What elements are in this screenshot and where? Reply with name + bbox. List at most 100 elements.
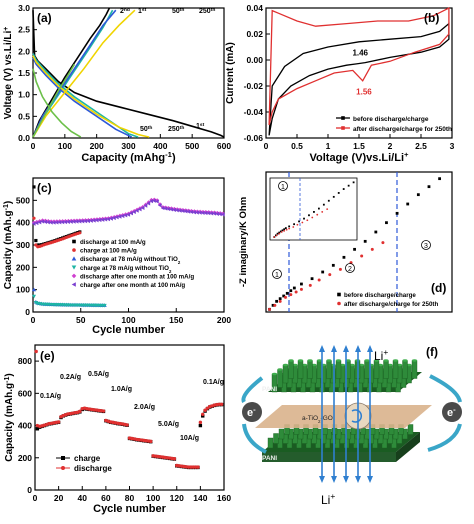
ion-arrowhead-up [343, 345, 349, 352]
panel-a-series-6 [32, 55, 150, 138]
panel-c-point [198, 210, 202, 215]
panel-d-point [385, 221, 388, 225]
top-nanorod-cap [359, 363, 364, 367]
panel-e-ylabel: Capacity (mAh.g-1) [4, 373, 16, 461]
panel-e-rate-label: 0.5A/g [88, 371, 109, 378]
panel-a-series-2 [32, 53, 139, 138]
panel-c-point [157, 203, 162, 208]
panel-d-point [321, 270, 325, 274]
panel-d-point [300, 282, 303, 286]
panel-c-legend-marker [71, 265, 77, 270]
top-nanorod [411, 360, 418, 379]
panel-a-xtick-label: 500 [185, 141, 199, 151]
top-nanorod-cap [374, 359, 379, 362]
ion-top-label: Li+ [374, 347, 388, 363]
panel-e-xtick-label: 100 [146, 493, 160, 503]
panel-c-point [43, 219, 48, 224]
panel-a-ytick-label: 1.5 [18, 68, 30, 78]
panel-d-region-label: 3 [424, 243, 428, 250]
top-nanorod-cap [387, 363, 393, 367]
panel-a-annotation: 250th [199, 7, 215, 16]
top-nanorod [326, 360, 332, 379]
panel-c-point [102, 303, 107, 308]
middle-rotation-arrow [351, 409, 362, 423]
panel-d-legend-marker [337, 292, 341, 297]
panel-c-legend-marker [72, 239, 76, 244]
top-nanorod [392, 360, 399, 379]
top-nanorod-cap [349, 363, 355, 367]
panel-c-point [40, 219, 45, 224]
panel-e-rate-label: 10A/g [180, 435, 199, 442]
top-nanorod-cap [317, 359, 322, 362]
top-nanorod-cap [340, 363, 345, 367]
panel-c-point [206, 211, 211, 216]
panel-c-ytick-label: 100 [16, 285, 30, 295]
panel-c-point [132, 209, 136, 215]
panel-d-inset-point [313, 211, 315, 213]
panel-d-point [360, 254, 364, 258]
panel-c-point [31, 287, 37, 292]
panel-c-point [83, 219, 88, 224]
electron-right-arc-top [429, 374, 462, 403]
panel-d-inset-point [326, 208, 329, 211]
panel-c-point [117, 214, 122, 219]
panel-d-point [438, 177, 441, 181]
panel-e-point [203, 408, 207, 412]
panel-a-xtick-label: 100 [58, 141, 72, 151]
panel-d-point [268, 307, 272, 311]
electron-right-label: e- [447, 405, 456, 420]
panel-c-point [97, 217, 102, 223]
panel-c-point [80, 219, 85, 224]
panel-c-legend-marker [71, 282, 76, 287]
panel-d-point [273, 303, 277, 307]
panel-e-legend-marker [61, 466, 65, 470]
panel-d-inset-point [273, 236, 276, 238]
bottom-nanorod [273, 433, 279, 444]
panel-d-point [395, 211, 399, 215]
panel-e-point [193, 465, 198, 469]
panel-d-point [308, 283, 312, 287]
electron-left-arc-bottom [242, 423, 267, 454]
panel-d-point [331, 263, 335, 267]
ion-arrowhead-down [367, 476, 373, 483]
panel-c-label: (c) [37, 181, 52, 195]
panel-d-inset-point [332, 195, 335, 198]
panel-c-point [78, 231, 82, 235]
panel-c-point [166, 206, 171, 212]
panel-c-point [54, 220, 59, 225]
bottom-slab-front [262, 452, 396, 462]
panel-c-point [195, 210, 199, 215]
panel-e-xtick-label: 20 [54, 493, 64, 503]
panel-c-point [143, 203, 148, 208]
panel-d-inset-point [316, 213, 319, 216]
panel-c-ytick-label: 200 [16, 262, 30, 272]
top-nanorod-cap [292, 363, 298, 367]
panel-d-region-label: 1 [281, 184, 285, 191]
panel-e-xtick-label: 140 [193, 493, 207, 503]
panel-c-xtick-label: 100 [121, 315, 135, 325]
panel-d-inset-point [337, 192, 340, 194]
ion-arrowhead-down [343, 476, 349, 483]
panel-a-ytick-label: 3.0 [18, 3, 30, 13]
panel-c-point [180, 208, 185, 214]
panel-c-xtick-label: 50 [76, 315, 86, 325]
panel-b-legend-marker [341, 126, 345, 130]
panel-e-rate-label: 1.0A/g [111, 386, 132, 393]
panel-c-point [160, 205, 165, 211]
panel-c-ytick-label: 300 [16, 240, 30, 250]
panel-c-point [100, 217, 105, 222]
panel-e-point [196, 465, 200, 469]
panel-c-point [71, 219, 76, 224]
panel-a-ytick-label: 0.5 [18, 111, 30, 121]
top-nanorod-cap [283, 363, 288, 367]
panel-f: a-TiO2-GO PANI PANI Li+ Li+ e-e- (f) [241, 345, 462, 507]
panel-e-legend-text: discharge [74, 464, 112, 473]
panel-e-rate-label: 2.0A/g [134, 404, 155, 411]
panel-d-inset-point [285, 228, 288, 231]
panel-b-ytick-label: -0.04 [244, 107, 264, 117]
panel-a-series-5 [32, 9, 117, 138]
panel-a-xtick-label: 200 [90, 141, 104, 151]
panel-c-legend-marker [71, 273, 77, 279]
top-nanorod [373, 360, 380, 379]
panel-c-point [31, 221, 36, 226]
